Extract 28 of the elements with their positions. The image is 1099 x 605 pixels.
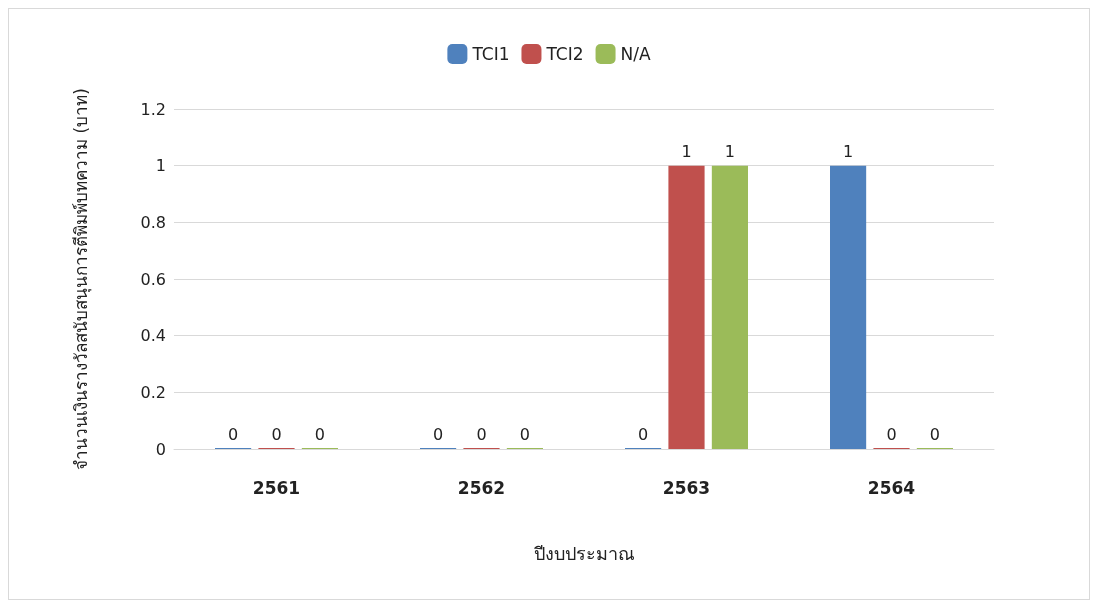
y-tick-label: 0.4 (140, 326, 166, 346)
y-tick-label: 1 (155, 156, 166, 176)
data-label: 0 (929, 424, 941, 444)
legend-label: TCI1 (471, 44, 510, 64)
y-tick-label: 0 (155, 439, 166, 459)
data-label: 0 (432, 424, 444, 444)
data-label: 1 (724, 142, 736, 162)
x-tick-label: 2562 (457, 477, 506, 498)
data-label: 0 (314, 424, 326, 444)
data-label: 1 (842, 142, 854, 162)
data-label: 1 (681, 142, 692, 162)
y-tick-label: 1.2 (140, 99, 166, 119)
y-tick-label: 0.2 (140, 382, 166, 402)
y-tick-label: 0.8 (140, 212, 166, 232)
x-tick-label: 2564 (867, 477, 916, 498)
legend-label: TCI2 (545, 44, 584, 64)
x-tick-label: 2563 (662, 477, 711, 498)
data-label: 0 (476, 424, 487, 444)
y-tick-label: 0.6 (140, 269, 166, 289)
data-label: 0 (886, 424, 897, 444)
x-axis-title: ปีงบประมาณ (533, 542, 635, 564)
data-label: 0 (227, 424, 239, 444)
data-label: 0 (637, 424, 649, 444)
y-axis-title: จำนวนเงินรางวัลสนับสนุนการตีพิมพ์บทความ (บาท) (70, 88, 92, 470)
x-tick-label: 2561 (252, 477, 301, 498)
legend-label: N/A (620, 44, 651, 64)
data-label: 0 (271, 424, 282, 444)
data-label: 0 (519, 424, 531, 444)
